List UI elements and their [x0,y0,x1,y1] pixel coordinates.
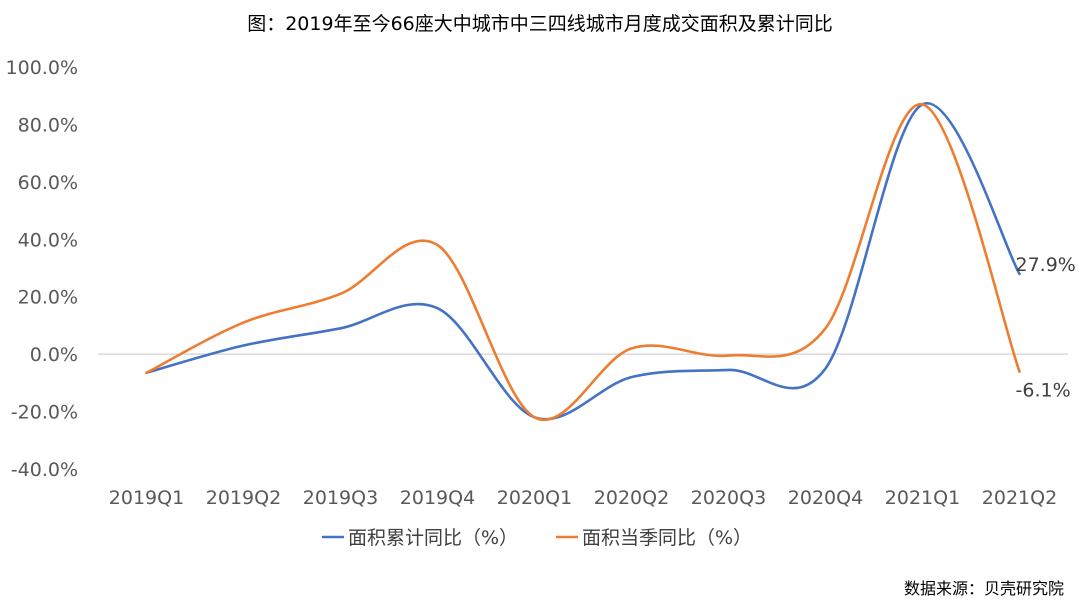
series-line-2 [145,103,1021,422]
y-tick-label: -20.0% [11,402,78,424]
x-tick-label: 2020Q1 [497,487,572,509]
x-tick-label: 2020Q3 [691,487,766,509]
x-tick-label: 2019Q1 [109,487,184,509]
x-tick-label: 2019Q2 [206,487,281,509]
legend-label: 面积当季同比（%） [582,527,752,549]
y-tick-label: 60.0% [18,172,78,194]
x-tick-label: 2020Q4 [788,487,863,509]
y-axis: 100.0% 80.0% 60.0% 40.0% 20.0% 0.0% -20.0% -40.… [6,57,78,481]
y-tick-label: 0.0% [30,344,78,366]
x-tick-label: 2020Q2 [594,487,669,509]
x-axis: 2019Q1 2019Q2 2019Q3 2019Q4 2020Q1 2020Q2 2020… [109,487,1057,509]
x-tick-label: 2019Q4 [400,487,475,509]
series-layer [145,102,1021,422]
y-tick-label: 20.0% [18,287,78,309]
source-note: 数据来源：贝壳研究院 [904,579,1064,598]
legend-label: 面积累计同比（%） [348,527,518,549]
legend: 面积累计同比（%） 面积当季同比（%） [322,527,752,549]
series-line-1 [145,102,1021,421]
y-tick-label: 100.0% [6,57,78,79]
data-label-end: 27.9% [1016,254,1076,276]
x-tick-label: 2021Q1 [885,487,960,509]
data-label-end: -6.1% [1016,380,1071,402]
chart-title: 图：2019年至今66座大中城市中三四线城市月度成交面积及累计同比 [247,13,833,35]
end-labels: 27.9% -6.1% [1016,254,1076,402]
x-tick-label: 2021Q2 [982,487,1057,509]
y-tick-label: 80.0% [18,114,78,136]
y-tick-label: 40.0% [18,229,78,251]
x-tick-label: 2019Q3 [303,487,378,509]
y-tick-label: -40.0% [11,459,78,481]
